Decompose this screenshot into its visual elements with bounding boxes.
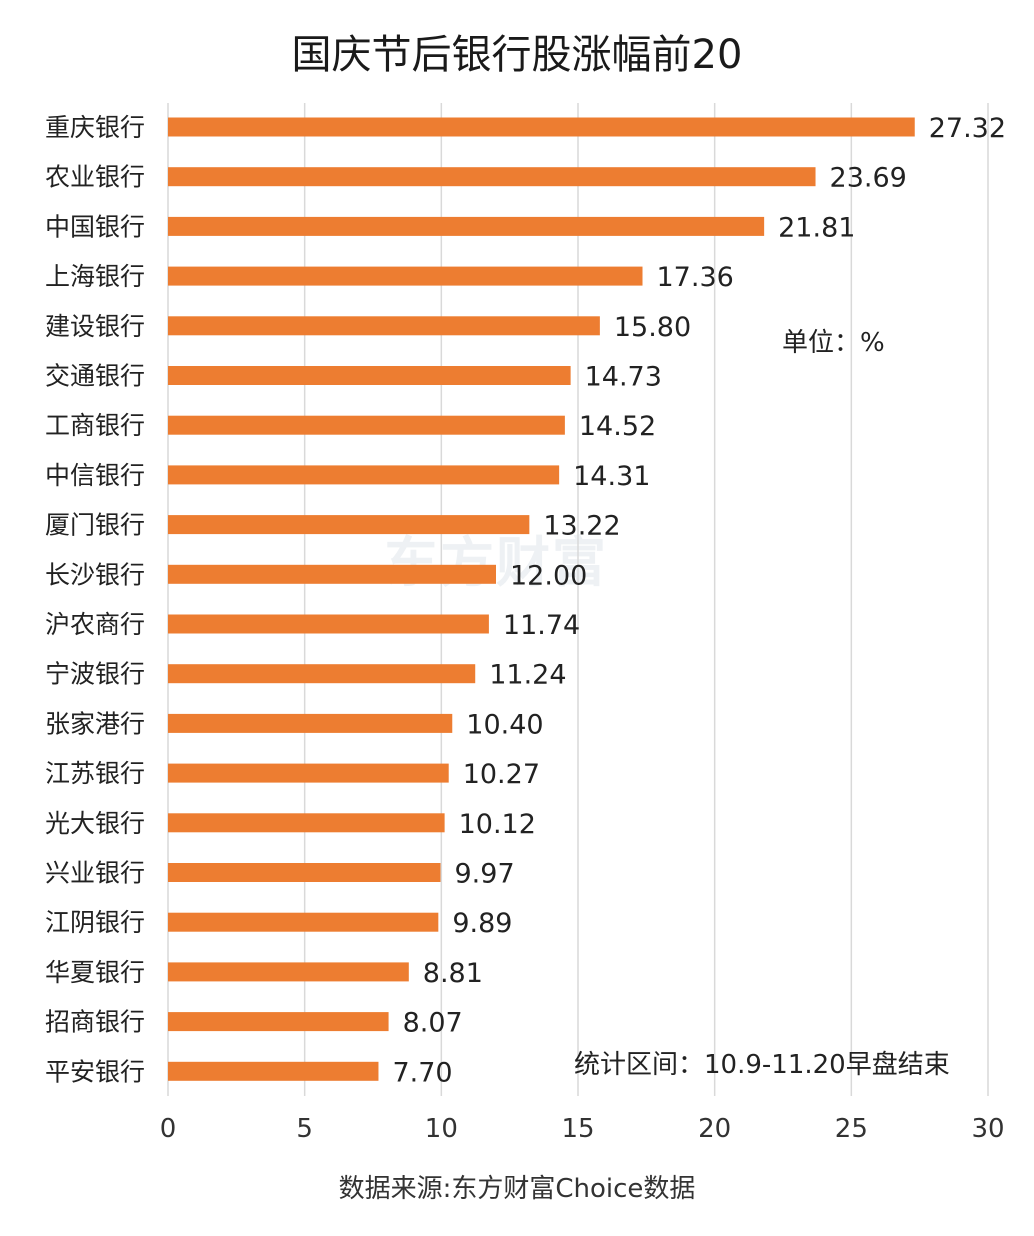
- source-label: 数据来源:东方财富Choice数据: [338, 1174, 696, 1204]
- bar: [168, 863, 441, 882]
- bar: [168, 912, 439, 932]
- bar: [168, 316, 600, 336]
- data-label: 14.31: [573, 461, 650, 492]
- data-label: 23.69: [830, 163, 907, 194]
- bar: [168, 713, 453, 733]
- bar: [168, 1012, 389, 1032]
- category-label: 平安银行: [45, 1057, 145, 1086]
- bar: [168, 813, 445, 833]
- x-tick-label: 10: [425, 1114, 458, 1144]
- bar: [168, 962, 409, 982]
- data-label: 14.52: [579, 411, 656, 442]
- data-label: 9.97: [455, 859, 515, 890]
- data-label: 8.07: [403, 1008, 463, 1039]
- category-label: 宁波银行: [45, 660, 145, 689]
- category-label: 长沙银行: [45, 560, 145, 589]
- data-label: 13.22: [543, 511, 620, 542]
- bar: [168, 366, 571, 385]
- bar: [168, 664, 476, 684]
- data-label: 11.24: [489, 660, 566, 691]
- category-label: 中国银行: [45, 212, 145, 241]
- bar: [168, 465, 560, 485]
- bar: [168, 216, 765, 236]
- data-label: 15.80: [614, 312, 691, 343]
- data-label: 10.27: [463, 759, 540, 790]
- data-label: 27.32: [929, 113, 1006, 144]
- category-label: 重庆银行: [45, 113, 145, 142]
- category-label: 张家港行: [45, 709, 145, 738]
- bar: [168, 515, 530, 535]
- category-label: 华夏银行: [45, 958, 145, 987]
- data-label: 17.36: [657, 262, 734, 293]
- category-label: 厦门银行: [45, 511, 145, 540]
- category-label: 招商银行: [45, 1008, 145, 1037]
- x-tick-label: 30: [971, 1114, 1004, 1144]
- bar: [168, 266, 643, 286]
- data-label: 7.70: [392, 1057, 452, 1088]
- category-label: 江苏银行: [45, 759, 145, 788]
- data-label: 10.40: [466, 709, 543, 740]
- data-label: 21.81: [778, 212, 855, 243]
- data-label: 9.89: [452, 908, 512, 939]
- category-label: 交通银行: [45, 362, 145, 391]
- category-label: 工商银行: [45, 411, 145, 440]
- data-label: 11.74: [503, 610, 580, 641]
- bar: [168, 763, 449, 783]
- bar: [168, 415, 565, 435]
- bar: [168, 1061, 379, 1081]
- data-label: 12.00: [510, 560, 587, 591]
- category-label: 建设银行: [45, 312, 145, 341]
- x-tick-label: 0: [160, 1114, 177, 1144]
- category-label: 中信银行: [45, 461, 145, 490]
- x-tick-label: 20: [698, 1114, 731, 1144]
- x-tick-label: 5: [296, 1114, 313, 1144]
- bar: [168, 614, 489, 634]
- bar: [168, 167, 816, 187]
- category-label: 上海银行: [45, 262, 145, 291]
- category-label: 兴业银行: [45, 859, 145, 888]
- category-label: 光大银行: [45, 809, 145, 838]
- unit-label: 单位：%: [782, 328, 885, 358]
- data-label: 8.81: [423, 958, 483, 989]
- x-tick-label: 15: [561, 1114, 594, 1144]
- category-label: 农业银行: [45, 163, 145, 192]
- data-label: 14.73: [585, 362, 662, 393]
- category-label: 江阴银行: [45, 908, 145, 937]
- bar: [168, 564, 496, 584]
- x-tick-label: 25: [835, 1114, 868, 1144]
- data-label: 10.12: [459, 809, 536, 840]
- category-label: 沪农商行: [45, 610, 145, 639]
- chart-title: 国庆节后银行股涨幅前20: [291, 32, 743, 78]
- bar: [168, 117, 915, 137]
- period-label: 统计区间：10.9-11.20早盘结束: [574, 1050, 950, 1080]
